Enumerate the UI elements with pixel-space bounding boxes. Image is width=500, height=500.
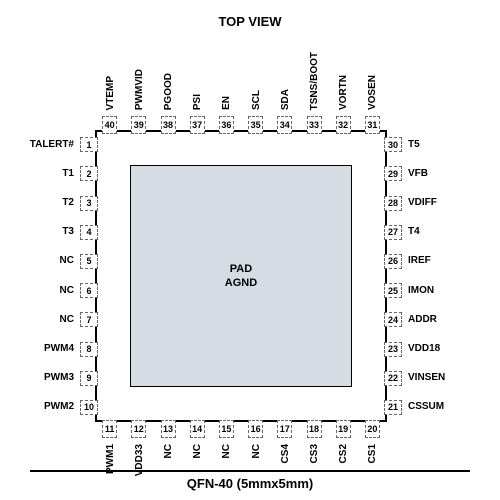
pin-4: 4 — [80, 225, 98, 240]
pin-38-label: PGOOD — [163, 73, 174, 110]
pin-21-label: CSSUM — [408, 401, 444, 412]
pin-19: 19 — [336, 420, 351, 438]
pad-label: PADAGND — [130, 262, 352, 291]
footer-text: QFN-40 (5mmx5mm) — [187, 476, 313, 491]
pin-28: 28 — [384, 196, 402, 211]
pin-29: 29 — [384, 166, 402, 181]
pin-27-label: T4 — [408, 226, 420, 237]
pin-19-label: CS2 — [338, 444, 349, 463]
footer-rule — [30, 470, 470, 472]
pin-31: 31 — [365, 116, 380, 134]
pin-40: 40 — [102, 116, 117, 134]
pin-34-label: SDA — [280, 89, 291, 110]
pin-31-label: VOSEN — [367, 75, 378, 110]
title: TOP VIEW — [218, 14, 281, 29]
pin-23: 23 — [384, 342, 402, 357]
pin-13-label: NC — [163, 444, 174, 458]
pin-8: 8 — [80, 342, 98, 357]
pin-1-label: TALERT# — [0, 139, 74, 150]
pin-29-label: VFB — [408, 168, 428, 179]
pin-36: 36 — [219, 116, 234, 134]
pin-22-label: VINSEN — [408, 372, 445, 383]
pin-28-label: VDIFF — [408, 197, 437, 208]
pin-27: 27 — [384, 225, 402, 240]
pin-32: 32 — [336, 116, 351, 134]
pin-3: 3 — [80, 196, 98, 211]
pin-26-label: IREF — [408, 255, 431, 266]
pin-37: 37 — [190, 116, 205, 134]
pin-38: 38 — [161, 116, 176, 134]
pin-11: 11 — [102, 420, 117, 438]
pin-10-label: PWM2 — [0, 401, 74, 412]
pin-9-label: PWM3 — [0, 372, 74, 383]
pin-6: 6 — [80, 283, 98, 298]
pin-12: 12 — [131, 420, 146, 438]
pin-9: 9 — [80, 371, 98, 386]
pin-24: 24 — [384, 312, 402, 327]
pin-15: 15 — [219, 420, 234, 438]
pin-13: 13 — [161, 420, 176, 438]
pin-20: 20 — [365, 420, 380, 438]
pin-5: 5 — [80, 254, 98, 269]
pin-21: 21 — [384, 400, 402, 415]
pin-18-label: CS3 — [309, 444, 320, 463]
pin-36-label: EN — [221, 96, 232, 110]
pin-30-label: T5 — [408, 139, 420, 150]
pin-17-label: CS4 — [280, 444, 291, 463]
pin-14-label: NC — [192, 444, 203, 458]
pin-32-label: VORTN — [338, 75, 349, 110]
pin-8-label: PWM4 — [0, 343, 74, 354]
pin-14: 14 — [190, 420, 205, 438]
pin-30: 30 — [384, 137, 402, 152]
pin-10: 10 — [80, 400, 98, 415]
pin-25-label: IMON — [408, 285, 434, 296]
pin-20-label: CS1 — [367, 444, 378, 463]
pin-15-label: NC — [221, 444, 232, 458]
pin-6-label: NC — [0, 285, 74, 296]
pin-5-label: NC — [0, 255, 74, 266]
pin-3-label: T2 — [0, 197, 74, 208]
pin-34: 34 — [277, 116, 292, 134]
pin-33: 33 — [307, 116, 322, 134]
pin-17: 17 — [277, 420, 292, 438]
pin-25: 25 — [384, 283, 402, 298]
pin-39: 39 — [131, 116, 146, 134]
pin-16-label: NC — [251, 444, 262, 458]
pin-40-label: VTEMP — [105, 76, 116, 110]
pin-35: 35 — [248, 116, 263, 134]
pin-2-label: T1 — [0, 168, 74, 179]
pin-24-label: ADDR — [408, 314, 437, 325]
pin-18: 18 — [307, 420, 322, 438]
pin-7: 7 — [80, 312, 98, 327]
pin-16: 16 — [248, 420, 263, 438]
pin-2: 2 — [80, 166, 98, 181]
pin-33-label: TSNS/BOOT — [309, 52, 320, 110]
pin-39-label: PWMVID — [134, 69, 145, 110]
pin-23-label: VDD18 — [408, 343, 440, 354]
pin-26: 26 — [384, 254, 402, 269]
pin-4-label: T3 — [0, 226, 74, 237]
pin-37-label: PSI — [192, 94, 203, 110]
pin-35-label: SCL — [251, 90, 262, 110]
pin-7-label: NC — [0, 314, 74, 325]
pin-1: 1 — [80, 137, 98, 152]
pin-22: 22 — [384, 371, 402, 386]
